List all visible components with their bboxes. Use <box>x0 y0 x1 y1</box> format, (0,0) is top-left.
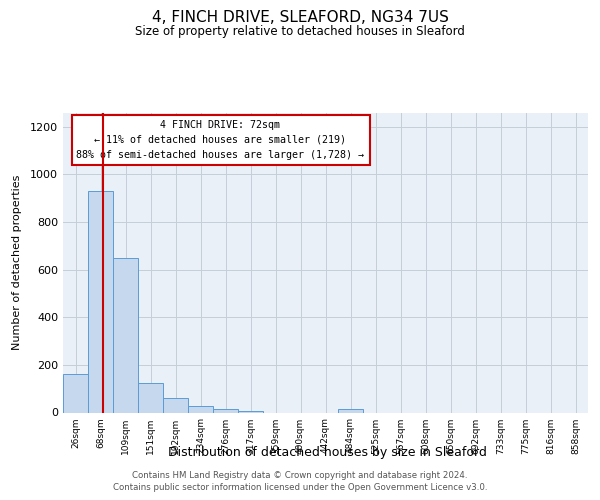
Text: 4 FINCH DRIVE: 72sqm
← 11% of detached houses are smaller (219)
88% of semi-deta: 4 FINCH DRIVE: 72sqm ← 11% of detached h… <box>77 120 365 160</box>
Bar <box>338 409 363 412</box>
Bar <box>88 191 113 412</box>
Bar <box>188 406 213 412</box>
Bar <box>213 409 238 412</box>
Text: 4, FINCH DRIVE, SLEAFORD, NG34 7US: 4, FINCH DRIVE, SLEAFORD, NG34 7US <box>152 10 448 25</box>
Text: Contains public sector information licensed under the Open Government Licence v3: Contains public sector information licen… <box>113 483 487 492</box>
Bar <box>113 258 138 412</box>
Text: Size of property relative to detached houses in Sleaford: Size of property relative to detached ho… <box>135 24 465 38</box>
Text: Contains HM Land Registry data © Crown copyright and database right 2024.: Contains HM Land Registry data © Crown c… <box>132 472 468 480</box>
Text: Distribution of detached houses by size in Sleaford: Distribution of detached houses by size … <box>167 446 487 459</box>
Bar <box>138 382 163 412</box>
Bar <box>63 374 88 412</box>
Y-axis label: Number of detached properties: Number of detached properties <box>11 175 22 350</box>
Bar <box>163 398 188 412</box>
